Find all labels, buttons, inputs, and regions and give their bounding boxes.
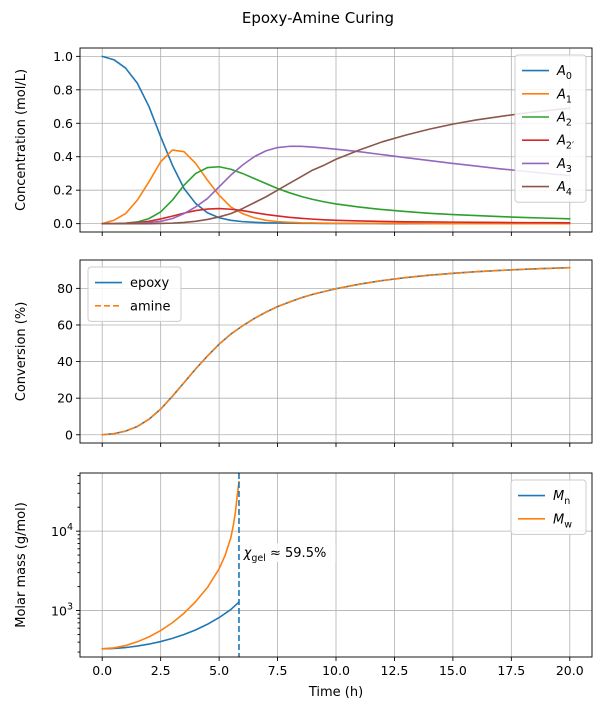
legend-label-amine: amine bbox=[130, 299, 170, 314]
axes-frame bbox=[79, 47, 593, 233]
y-axis-label: Molar mass (g/mol) bbox=[14, 502, 29, 628]
y-tick-label: 0.8 bbox=[53, 82, 73, 97]
series-line-a4 bbox=[101, 107, 571, 225]
y-tick-label: 0 bbox=[65, 427, 73, 442]
series-line-mw bbox=[101, 480, 240, 650]
annotation-background bbox=[241, 543, 336, 563]
series-line-a2p bbox=[101, 207, 571, 225]
legend-label-mn: Mn bbox=[553, 489, 570, 507]
x-tick-label: 2.5 bbox=[151, 663, 171, 678]
y-axis-label: Conversion (%) bbox=[14, 302, 29, 402]
series-line-a1 bbox=[101, 149, 571, 225]
y-tick-label: 20 bbox=[57, 391, 73, 406]
legend-label-a2p: A2′ bbox=[556, 134, 574, 152]
axes-frame bbox=[79, 259, 593, 444]
x-tick-label: 17.5 bbox=[497, 663, 525, 678]
legend-label-a4: A4 bbox=[556, 180, 572, 198]
legend-frame bbox=[510, 479, 587, 535]
legend: Mn Mw bbox=[510, 479, 587, 535]
legend-label-a0: A0 bbox=[556, 64, 572, 82]
legend-label-a3: A3 bbox=[556, 157, 572, 175]
y-tick-label: 60 bbox=[57, 317, 73, 332]
x-tick-label: 10.0 bbox=[322, 663, 350, 678]
x-tick-label: 5.0 bbox=[209, 663, 229, 678]
x-tick-label: 0.0 bbox=[92, 663, 112, 678]
concentration-panel: 0.0 0.2 0.4 0.6 0.8 1.0 Concentration (mol/L) A… bbox=[14, 47, 593, 236]
legend: epoxy amine bbox=[87, 266, 182, 322]
legend-frame bbox=[87, 266, 182, 322]
series-line-amine bbox=[101, 266, 571, 436]
legend-label-a2: A2 bbox=[556, 111, 572, 129]
series-line-mn bbox=[101, 601, 240, 650]
conversion-panel: 0 20 40 60 80 Conversion (%) epoxy amine bbox=[14, 259, 593, 447]
x-axis-label: Time (h) bbox=[308, 685, 363, 700]
y-tick-label: 80 bbox=[57, 281, 73, 296]
y-tick-label: 0.0 bbox=[53, 216, 73, 231]
figure-title: Epoxy-Amine Curing bbox=[242, 9, 394, 27]
y-axis-label: Concentration (mol/L) bbox=[14, 69, 29, 211]
legend-label-a1: A1 bbox=[556, 87, 572, 105]
legend-frame bbox=[514, 54, 587, 203]
legend-label-epoxy: epoxy bbox=[130, 276, 169, 291]
y-tick-label: 1.0 bbox=[53, 49, 73, 64]
y-tick-label: 104 bbox=[51, 522, 73, 539]
x-tick-label: 7.5 bbox=[268, 663, 288, 678]
y-tick-label: 103 bbox=[51, 602, 73, 619]
y-tick-label: 0.6 bbox=[53, 116, 73, 131]
y-tick-label: 0.2 bbox=[53, 183, 73, 198]
legend-label-mw: Mw bbox=[553, 512, 572, 530]
x-tick-label: 12.5 bbox=[381, 663, 409, 678]
y-tick-label: 40 bbox=[57, 354, 73, 369]
legend: A0 A1 A2 A2′ A3 A4 bbox=[514, 54, 587, 203]
axes-frame bbox=[79, 472, 593, 658]
gel-conversion-annotation: χgel ≈ 59.5% bbox=[243, 546, 327, 564]
y-tick-label: 0.4 bbox=[53, 149, 73, 164]
series-line-a2 bbox=[101, 165, 571, 225]
molar-mass-panel: 0.0 2.5 5.0 7.5 10.0 12.5 15.0 17.5 20.0 103 104 χg… bbox=[14, 472, 593, 700]
series-line-a3 bbox=[101, 145, 571, 225]
x-tick-label: 20.0 bbox=[556, 663, 584, 678]
x-tick-label: 15.0 bbox=[439, 663, 467, 678]
